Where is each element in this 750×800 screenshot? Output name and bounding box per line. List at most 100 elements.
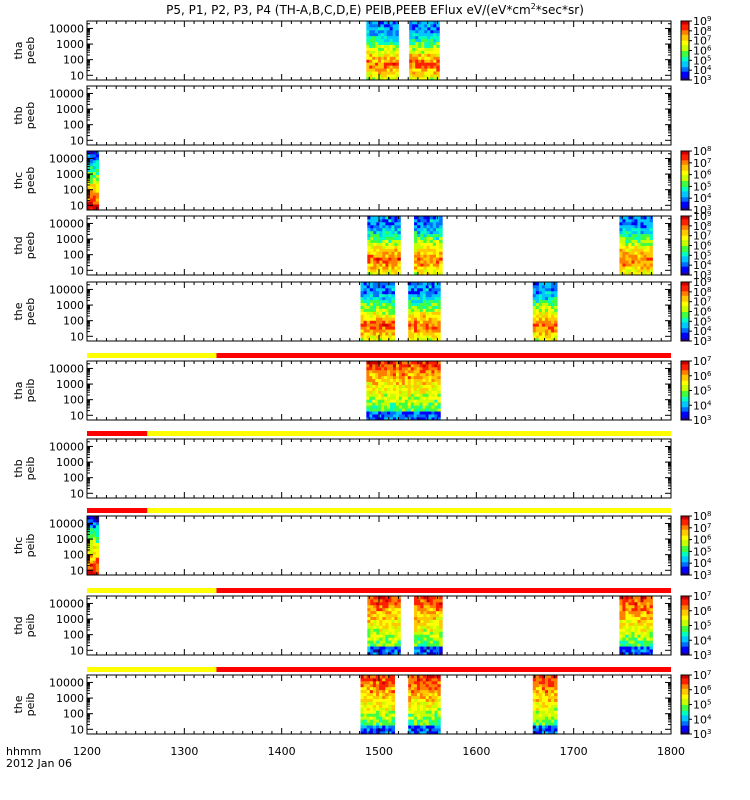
spectrogram-cell (420, 216, 424, 220)
colorbar-step (681, 332, 689, 335)
spectrogram-cell (548, 320, 552, 324)
spectrogram-cell (366, 390, 370, 394)
spectrogram-cell (375, 29, 379, 34)
spectrogram-cell (628, 266, 632, 270)
spectrogram-cell (372, 290, 377, 295)
spectrogram-cell (87, 198, 91, 202)
spectrogram-cell (421, 50, 425, 54)
spectrogram-cell (410, 405, 415, 409)
spectrogram-cell (619, 263, 623, 267)
spectrogram-cell (419, 387, 423, 391)
spectrogram-cell (391, 257, 395, 261)
spectrogram-cell (634, 218, 638, 223)
spectrogram-cell (422, 375, 426, 380)
spectrogram-cell (619, 254, 623, 258)
spectrogram-cell (409, 35, 413, 40)
colorbar-label: 105 (693, 315, 711, 328)
spectrogram-cell (432, 613, 437, 618)
spectrogram-cell (385, 236, 389, 240)
figure-title-end: *sec*sr) (536, 3, 584, 17)
spectrogram-cell (391, 218, 395, 223)
panel-product-label: peib (24, 457, 37, 481)
spectrogram-cell (366, 65, 370, 69)
spectrogram-cell (366, 47, 370, 51)
spectrogram-cell (637, 637, 641, 641)
spectrogram-cell (426, 637, 431, 641)
spectrogram-cell (619, 216, 623, 220)
colorbar-label-base: 10 (693, 385, 707, 398)
spectrogram-cell (414, 637, 418, 641)
spectrogram-cell (378, 21, 382, 25)
spectrogram-cell (434, 375, 438, 380)
spectrogram-cell (388, 628, 392, 632)
colorbar-step (681, 26, 689, 29)
y-tick-label: 10000 (49, 152, 84, 165)
spectrogram-cell (628, 239, 632, 243)
spectrogram-cell (401, 399, 406, 403)
spectrogram-cell (409, 74, 413, 78)
spectrogram-cell (375, 44, 379, 48)
spectrogram-cell (372, 335, 377, 339)
spectrogram-cell (622, 598, 626, 603)
spectrogram-cell (375, 396, 379, 400)
spectrogram-cell (432, 598, 437, 603)
panel-frame (86, 438, 672, 499)
colorbar-label-exponent: 4 (707, 192, 712, 200)
spectrogram-cell (433, 71, 437, 75)
spectrogram-cell (628, 260, 632, 264)
spectrogram-cell (415, 35, 419, 40)
spectrogram-block (414, 216, 443, 276)
spectrogram-cell (625, 631, 629, 635)
spectrogram-cell (392, 62, 396, 66)
spectrogram-cell (424, 77, 428, 81)
spectrogram-cell (397, 596, 401, 600)
spectrogram-cell (378, 56, 382, 60)
spectrogram-cell (435, 616, 440, 620)
spectrogram-cell (646, 272, 650, 276)
spectrogram-cell (439, 613, 443, 618)
spectrogram-cell (437, 375, 441, 380)
spectrogram-cell (404, 396, 409, 400)
colorbar-label: 109 (693, 210, 711, 223)
spectrogram-cell (419, 399, 423, 403)
spectrogram-cell (427, 56, 431, 60)
spectrogram-cell (422, 361, 426, 365)
spectrogram-cell (649, 242, 653, 246)
spectrogram-cell (413, 411, 418, 415)
spectrogram-cell (625, 248, 629, 252)
spectrogram-cell (410, 369, 415, 374)
colorbar-label-base: 10 (693, 545, 707, 558)
spectrogram-cell (388, 218, 392, 223)
spectrogram-cell (95, 204, 100, 208)
spectrogram-cell (414, 248, 418, 252)
spectrogram-cell (87, 533, 91, 538)
spectrogram-cell (378, 62, 382, 66)
spectrogram-cell (383, 44, 388, 48)
spectrogram-cell (92, 162, 97, 167)
spectrogram-cell (410, 390, 415, 394)
spectrogram-cell (388, 284, 392, 289)
spectrogram-cell (431, 378, 435, 383)
spectrogram-cell (437, 390, 441, 394)
spectrogram-cell (622, 266, 626, 270)
spectrogram-cell (414, 308, 418, 312)
spectrogram-cell (419, 332, 424, 336)
spectrogram-cell (378, 50, 382, 54)
colorbar-step (681, 538, 689, 541)
spectrogram-cell (427, 53, 431, 57)
spectrogram-cell (433, 35, 437, 40)
spectrogram-cell (386, 53, 391, 57)
spectrogram-cell (372, 41, 376, 45)
spectrogram-cell (414, 338, 418, 342)
spectrogram-cell (634, 254, 638, 258)
spectrogram-cell (385, 290, 389, 295)
spectrogram-cell (373, 233, 377, 238)
spectrogram-cell (392, 77, 396, 81)
spectrogram-cell (419, 414, 423, 418)
spectrogram-cell (532, 314, 537, 318)
spectrogram-cell (398, 393, 403, 397)
spectrogram-cell (372, 282, 377, 286)
spectrogram-cell (628, 646, 632, 650)
spectrogram-cell (631, 646, 635, 650)
spectrogram-cell (554, 293, 558, 298)
